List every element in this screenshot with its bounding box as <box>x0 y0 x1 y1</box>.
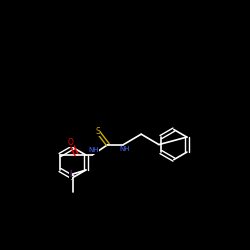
Text: O: O <box>68 138 73 147</box>
Text: NH: NH <box>119 146 130 152</box>
Text: NH: NH <box>88 148 99 154</box>
Text: I: I <box>69 170 71 179</box>
Text: S: S <box>95 126 100 136</box>
